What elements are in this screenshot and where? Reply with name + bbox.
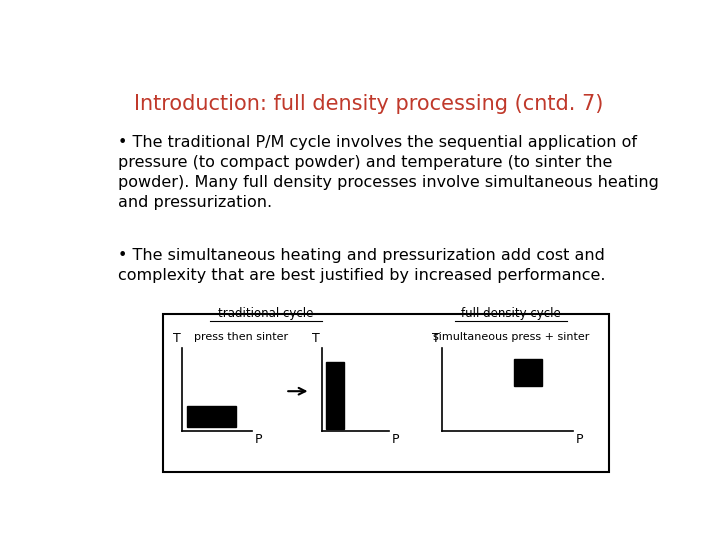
Bar <box>326 362 344 429</box>
Bar <box>163 314 609 472</box>
Bar <box>514 359 542 386</box>
Text: traditional cycle: traditional cycle <box>218 307 313 320</box>
Bar <box>186 406 235 427</box>
Text: P: P <box>392 433 399 446</box>
Text: Introduction: full density processing (cntd. 7): Introduction: full density processing (c… <box>135 94 603 114</box>
Text: T: T <box>173 333 181 346</box>
Text: full density cycle: full density cycle <box>462 307 561 320</box>
Text: T: T <box>432 333 440 346</box>
Text: P: P <box>575 433 583 446</box>
Text: simultaneous press + sinter: simultaneous press + sinter <box>433 332 590 342</box>
Text: T: T <box>312 333 320 346</box>
Text: press then sinter: press then sinter <box>194 332 288 342</box>
Text: • The traditional P/M cycle involves the sequential application of
pressure (to : • The traditional P/M cycle involves the… <box>118 136 659 210</box>
Text: • The simultaneous heating and pressurization add cost and
complexity that are b: • The simultaneous heating and pressuriz… <box>118 248 606 282</box>
Text: P: P <box>255 433 262 446</box>
